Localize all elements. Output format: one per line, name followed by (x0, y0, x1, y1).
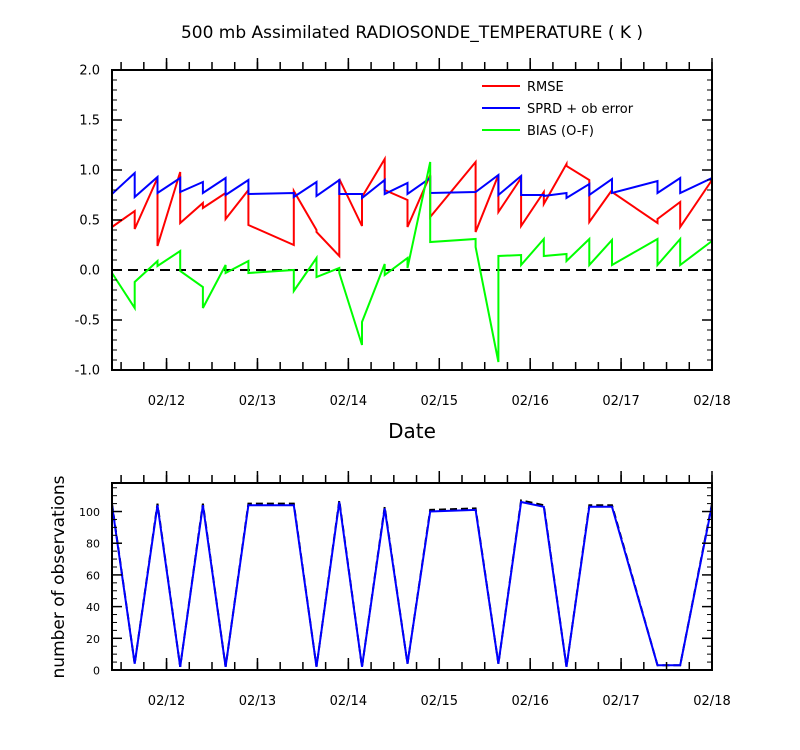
bottom-y-tick-label: 20 (86, 633, 100, 646)
top-y-tick-label: 1.5 (79, 114, 100, 129)
top-x-tick-label: 02/13 (239, 394, 276, 409)
series-line-number-of-observations-possible (111, 499, 713, 667)
top-series-group (111, 155, 713, 363)
bottom-y-tick-label: 80 (86, 538, 100, 551)
top-x-tick-label: 02/15 (421, 394, 458, 409)
legend-label: RMSE (527, 80, 564, 95)
bottom-x-tick-label: 02/17 (602, 694, 639, 709)
bottom-x-tick-label: 02/13 (239, 694, 276, 709)
bottom-plot-frame (111, 482, 713, 671)
x-axis-label: Date (388, 419, 436, 443)
top-y-tick-label: -0.5 (75, 314, 100, 329)
bottom-x-tick-label: 02/16 (511, 694, 548, 709)
y-axis-label: number of observations (49, 475, 69, 678)
top-axis-ticks: -1.0 -0.5 0.0 0.5 1.0 1.5 2.0 02/12 02/13 02/14 02… (75, 58, 731, 409)
bottom-y-tick-label: 60 (86, 569, 100, 582)
bottom-x-tick-label: 02/14 (330, 694, 367, 709)
bottom-series-group (111, 499, 713, 667)
series-line-number-of-observations-used (111, 500, 713, 667)
bottom-x-tick-label: 02/18 (693, 694, 730, 709)
series-line-bias-o-f (111, 161, 713, 363)
top-x-tick-label: 02/12 (148, 394, 185, 409)
bottom-y-tick-label: 0 (93, 665, 100, 678)
top-y-tick-label: -1.0 (75, 364, 100, 379)
bottom-x-tick-label: 02/15 (421, 694, 458, 709)
legend-label: SPRD + ob error (527, 102, 634, 117)
bottom-plot-area: 0 20 40 60 80 100 02/12 02/13 02/14 02/15 02/16 02/… (79, 471, 731, 709)
top-plot-area: -1.0 -0.5 0.0 0.5 1.0 1.5 2.0 02/12 02/13 02/14 02… (75, 58, 731, 409)
legend: RMSE SPRD + ob error BIAS (O-F) (482, 80, 634, 139)
top-x-tick-label: 02/16 (511, 394, 548, 409)
legend-label: BIAS (O-F) (527, 124, 594, 139)
series-line-rmse (111, 155, 713, 259)
top-y-tick-label: 2.0 (79, 64, 100, 79)
top-y-tick-label: 0.5 (79, 214, 100, 229)
bottom-y-tick-label: 40 (86, 601, 100, 614)
chart-title: 500 mb Assimilated RADIOSONDE_TEMPERATUR… (181, 23, 643, 43)
bottom-y-tick-label: 100 (79, 506, 100, 519)
top-y-tick-label: 0.0 (79, 264, 100, 279)
top-x-tick-label: 02/14 (330, 394, 367, 409)
top-x-tick-label: 02/18 (693, 394, 730, 409)
bottom-axis-ticks: 0 20 40 60 80 100 02/12 02/13 02/14 02/15 02/16 02/… (79, 471, 731, 709)
bottom-x-tick-label: 02/12 (148, 694, 185, 709)
top-y-tick-label: 1.0 (79, 164, 100, 179)
series-line-sprd-ob-error (111, 170, 713, 201)
top-x-tick-label: 02/17 (602, 394, 639, 409)
